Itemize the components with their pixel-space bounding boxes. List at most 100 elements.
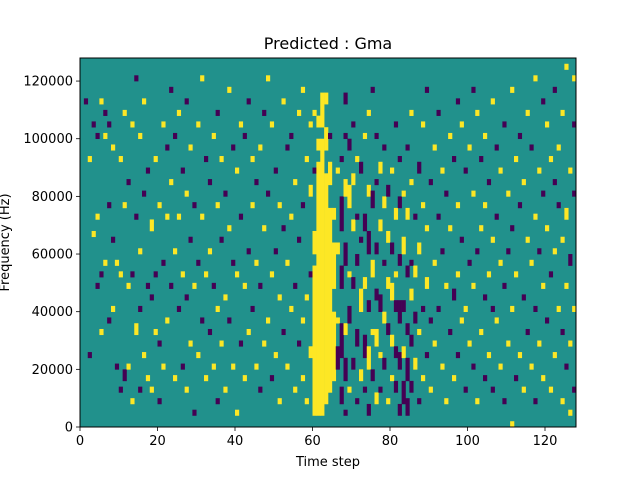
heatmap-cell-low (424, 352, 430, 359)
heatmap-cell-high (448, 225, 453, 232)
heatmap-cell-low (258, 386, 263, 393)
heatmap-cell-high (486, 352, 492, 359)
heatmap-cell-low (114, 363, 120, 370)
heatmap-cell-low (393, 346, 399, 359)
heatmap-cell-low (413, 213, 418, 220)
heatmap-cell-low (374, 179, 379, 186)
heatmap-cell-high (262, 340, 267, 347)
heatmap-cell-low (486, 179, 492, 186)
heatmap-cell-high (223, 294, 228, 301)
heatmap-cell-high (211, 132, 216, 140)
heatmap-cell-low (207, 328, 213, 336)
heatmap-cell-high (328, 161, 333, 186)
heatmap-cell-high (370, 259, 375, 278)
heatmap-cell-high (560, 398, 565, 405)
heatmap-cell-high (560, 109, 565, 116)
heatmap-cell-high (157, 202, 162, 209)
heatmap-cell-high (289, 213, 294, 220)
heatmap-cell-high (386, 398, 391, 405)
heatmap-cell-low (238, 340, 244, 347)
heatmap-cell-high (331, 242, 337, 289)
heatmap-cell-high (401, 346, 406, 359)
heatmap-cell-high (378, 161, 383, 174)
heatmap-cell-low (409, 334, 414, 347)
heatmap-cell-low (370, 190, 375, 209)
heatmap-cell-high (556, 305, 561, 312)
heatmap-cell-high (269, 121, 275, 128)
heatmap-cell-low (122, 369, 127, 382)
heatmap-cell-low (359, 161, 364, 174)
heatmap-cell-high (149, 386, 154, 393)
heatmap-cell-high (568, 340, 573, 347)
heatmap-cell-high (568, 167, 573, 174)
heatmap-cell-high (111, 144, 116, 151)
heatmap-cell-high (483, 132, 488, 140)
heatmap-cell-low (258, 282, 263, 289)
heatmap-cell-high (506, 190, 511, 197)
heatmap-cell-high (254, 259, 259, 266)
heatmap-cell-low (370, 369, 375, 382)
heatmap-cell-high (161, 363, 166, 370)
heatmap-cell-high (548, 386, 554, 393)
heatmap-cell-low (436, 109, 441, 116)
heatmap-cell-high (211, 363, 216, 370)
heatmap-cell-high (99, 328, 104, 336)
heatmap-cell-high (91, 230, 96, 238)
heatmap-cell-high (529, 259, 534, 266)
heatmap-cell-high (293, 386, 298, 393)
heatmap-cell-low (231, 144, 236, 151)
heatmap-cell-high (320, 92, 325, 128)
heatmap-cell-high (335, 317, 340, 324)
heatmap-cell-low (382, 144, 387, 151)
heatmap-cell-low (362, 386, 368, 393)
heatmap-cell-low (196, 259, 201, 266)
x-axis-label: Time step (295, 455, 360, 470)
heatmap-cell-high (281, 98, 286, 105)
heatmap-cell-low (405, 144, 410, 151)
heatmap-cell-high (401, 236, 406, 255)
heatmap-cell-low (238, 213, 244, 220)
heatmap-cell-high (149, 219, 154, 232)
heatmap-cell-low (517, 202, 523, 209)
heatmap-cell-high (463, 305, 468, 312)
heatmap-cell-high (390, 167, 395, 174)
heatmap-cell-high (316, 138, 321, 151)
heatmap-cell-low (494, 213, 499, 220)
heatmap-cell-high (498, 167, 503, 174)
heatmap-cell-high (142, 98, 147, 105)
x-tick-label: 100 (455, 434, 480, 449)
x-tick-label: 60 (304, 434, 321, 449)
heatmap-cell-low (397, 196, 402, 209)
heatmap-cell-high (87, 156, 92, 163)
heatmap-cell-high (118, 271, 123, 278)
heatmap-cell-high (297, 109, 302, 116)
heatmap-cell-high (312, 109, 317, 116)
heatmap-cell-low (254, 179, 259, 186)
heatmap-cell-high (300, 375, 306, 382)
heatmap-cell-low (266, 190, 271, 197)
heatmap-cell-low (339, 196, 344, 232)
heatmap-cell-high (138, 248, 143, 255)
heatmap-cell-low (572, 121, 577, 128)
heatmap-cell-low (397, 403, 402, 416)
heatmap-cell-high (227, 225, 232, 232)
heatmap-cell-high (324, 92, 329, 105)
heatmap-cell-high (548, 156, 554, 163)
heatmap-cell-high (359, 369, 364, 382)
heatmap-cell-low (409, 380, 414, 393)
heatmap-cell-high (184, 386, 189, 393)
heatmap-cell-high (165, 213, 170, 220)
heatmap-cell-low (107, 121, 112, 128)
heatmap-cell-high (335, 242, 340, 255)
heatmap-cell-high (409, 179, 414, 186)
heatmap-cell-high (196, 352, 201, 359)
heatmap-cell-high (374, 392, 379, 405)
heatmap-cell-low (351, 357, 356, 370)
heatmap-cell-low (490, 386, 495, 393)
heatmap-cell-high (440, 167, 445, 174)
heatmap-cell-low (533, 398, 538, 405)
heatmap-cell-high (351, 219, 356, 232)
heatmap-cell-low (572, 386, 577, 393)
heatmap-cell-low (440, 248, 445, 255)
heatmap-cell-low (87, 352, 92, 359)
